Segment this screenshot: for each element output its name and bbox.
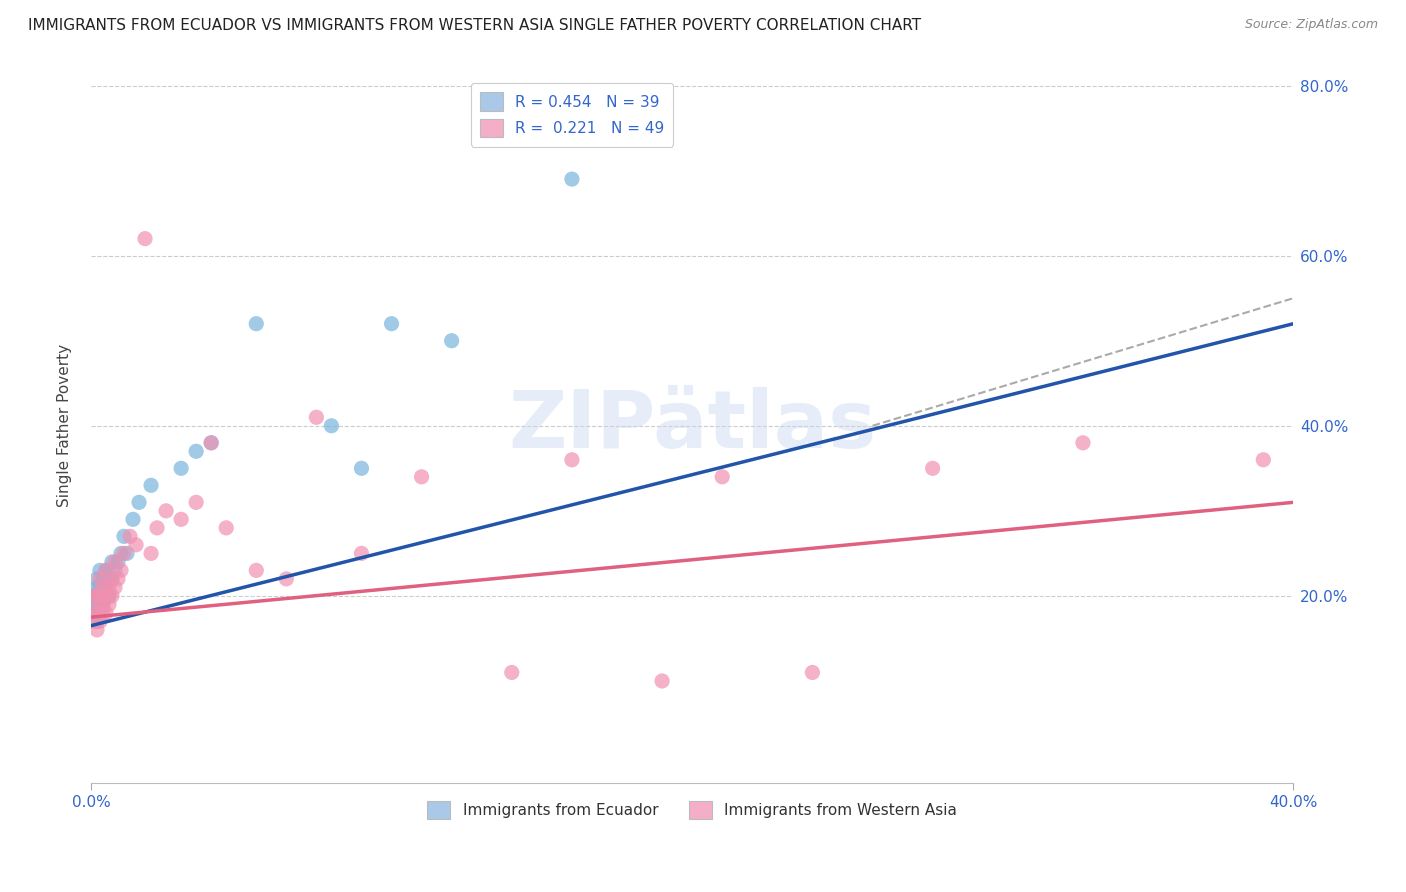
- Point: [89, 572, 111, 586]
- Point: [146, 521, 169, 535]
- Point: [276, 572, 298, 586]
- Point: [89, 563, 111, 577]
- Point: [112, 529, 135, 543]
- Point: [98, 598, 121, 612]
- Point: [128, 495, 150, 509]
- Text: Source: ZipAtlas.com: Source: ZipAtlas.com: [1244, 18, 1378, 31]
- Point: [98, 572, 121, 586]
- Point: [83, 598, 105, 612]
- Point: [101, 572, 124, 586]
- Point: [86, 615, 108, 629]
- Point: [200, 435, 222, 450]
- Point: [186, 495, 208, 509]
- Point: [104, 581, 127, 595]
- Point: [245, 563, 267, 577]
- Point: [94, 563, 117, 577]
- Point: [86, 623, 108, 637]
- Point: [125, 538, 148, 552]
- Point: [561, 452, 583, 467]
- Point: [215, 521, 238, 535]
- Point: [440, 334, 463, 348]
- Point: [94, 589, 117, 603]
- Point: [86, 572, 108, 586]
- Point: [89, 598, 111, 612]
- Point: [91, 581, 114, 595]
- Point: [101, 589, 124, 603]
- Point: [89, 589, 111, 603]
- Point: [86, 581, 108, 595]
- Point: [94, 563, 117, 577]
- Legend: Immigrants from Ecuador, Immigrants from Western Asia: Immigrants from Ecuador, Immigrants from…: [422, 795, 963, 825]
- Point: [801, 665, 824, 680]
- Point: [94, 589, 117, 603]
- Point: [98, 589, 121, 603]
- Point: [921, 461, 943, 475]
- Point: [561, 172, 583, 186]
- Point: [321, 418, 343, 433]
- Point: [155, 504, 177, 518]
- Point: [170, 512, 193, 526]
- Point: [305, 410, 328, 425]
- Point: [186, 444, 208, 458]
- Point: [86, 606, 108, 620]
- Point: [91, 598, 114, 612]
- Point: [101, 555, 124, 569]
- Point: [112, 546, 135, 560]
- Point: [91, 606, 114, 620]
- Text: ZIPätlas: ZIPätlas: [508, 387, 876, 465]
- Point: [83, 606, 105, 620]
- Point: [91, 598, 114, 612]
- Point: [83, 589, 105, 603]
- Point: [101, 572, 124, 586]
- Point: [350, 461, 373, 475]
- Point: [651, 673, 673, 688]
- Point: [91, 572, 114, 586]
- Point: [110, 546, 132, 560]
- Point: [89, 581, 111, 595]
- Point: [1253, 452, 1275, 467]
- Point: [89, 606, 111, 620]
- Point: [118, 529, 141, 543]
- Point: [86, 589, 108, 603]
- Point: [200, 435, 222, 450]
- Point: [170, 461, 193, 475]
- Point: [110, 563, 132, 577]
- Point: [98, 581, 121, 595]
- Point: [411, 470, 433, 484]
- Point: [122, 512, 145, 526]
- Point: [134, 232, 156, 246]
- Point: [98, 589, 121, 603]
- Point: [380, 317, 402, 331]
- Point: [104, 563, 127, 577]
- Point: [86, 598, 108, 612]
- Point: [94, 581, 117, 595]
- Point: [711, 470, 734, 484]
- Text: IMMIGRANTS FROM ECUADOR VS IMMIGRANTS FROM WESTERN ASIA SINGLE FATHER POVERTY CO: IMMIGRANTS FROM ECUADOR VS IMMIGRANTS FR…: [28, 18, 921, 33]
- Point: [89, 615, 111, 629]
- Point: [83, 606, 105, 620]
- Point: [501, 665, 523, 680]
- Point: [350, 546, 373, 560]
- Point: [94, 606, 117, 620]
- Point: [115, 546, 138, 560]
- Point: [107, 572, 129, 586]
- Point: [107, 555, 129, 569]
- Point: [89, 589, 111, 603]
- Point: [83, 615, 105, 629]
- Point: [83, 589, 105, 603]
- Point: [91, 589, 114, 603]
- Point: [104, 555, 127, 569]
- Point: [89, 598, 111, 612]
- Y-axis label: Single Father Poverty: Single Father Poverty: [58, 344, 72, 508]
- Point: [245, 317, 267, 331]
- Point: [1071, 435, 1094, 450]
- Point: [139, 478, 162, 492]
- Point: [139, 546, 162, 560]
